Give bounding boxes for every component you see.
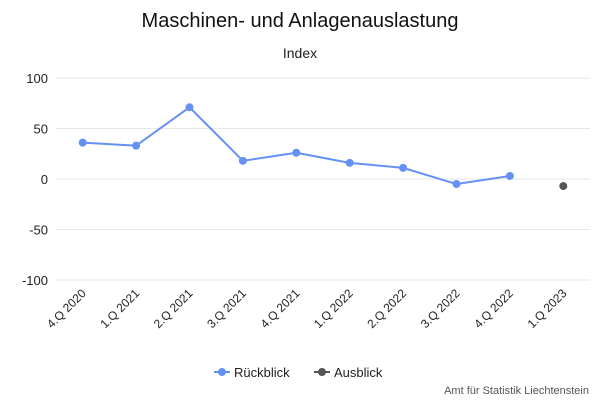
chart-subtitle: Index [283, 45, 317, 61]
x-tick-label: 4.Q 2020 [44, 286, 89, 331]
x-tick-label: 1.Q 2022 [311, 286, 356, 331]
y-tick-label: 100 [26, 71, 48, 86]
x-tick-label: 4.Q 2022 [471, 286, 516, 331]
x-tick-label: 4.Q 2021 [258, 286, 303, 331]
legend-label: Ausblick [334, 365, 383, 380]
data-point[interactable] [452, 180, 461, 189]
y-tick-label: -50 [29, 223, 48, 238]
series-line [82, 106, 511, 186]
legend-item[interactable]: Rückblick [214, 365, 290, 380]
legend-label: Rückblick [234, 365, 290, 380]
y-tick-label: 50 [34, 122, 48, 137]
data-point[interactable] [132, 141, 141, 150]
x-tick-label: 3.Q 2021 [204, 286, 249, 331]
x-tick-label: 3.Q 2022 [418, 286, 463, 331]
chart-title: Maschinen- und Anlagenauslastung [142, 10, 459, 32]
data-point[interactable] [345, 158, 354, 167]
series-layer [78, 103, 568, 191]
data-point[interactable] [559, 182, 568, 191]
x-tick-label: 1.Q 2023 [525, 286, 570, 331]
data-point[interactable] [399, 163, 408, 172]
x-tick-label: 1.Q 2021 [97, 286, 142, 331]
data-point[interactable] [185, 103, 194, 112]
x-axis-ticks: 4.Q 2020 1.Q 2021 2.Q 2021 3.Q 2021 4.Q 2021… [44, 286, 570, 331]
y-tick-label: -100 [22, 273, 48, 288]
legend-item[interactable]: Ausblick [314, 365, 383, 380]
data-point[interactable] [238, 156, 247, 165]
legend: Rückblick Ausblick [214, 365, 383, 380]
data-point[interactable] [292, 148, 301, 157]
x-tick-label: 2.Q 2021 [151, 286, 196, 331]
y-tick-label: 0 [41, 172, 48, 187]
data-point[interactable] [505, 171, 514, 180]
data-point[interactable] [78, 138, 87, 147]
legend-marker [218, 368, 226, 376]
chart-credit[interactable]: Amt für Statistik Liechtenstein [444, 385, 589, 397]
legend-marker [318, 368, 326, 376]
y-axis-ticks: -100 -50 0 50 100 [22, 71, 48, 288]
grid-lines [56, 77, 590, 281]
x-tick-label: 2.Q 2022 [364, 286, 409, 331]
